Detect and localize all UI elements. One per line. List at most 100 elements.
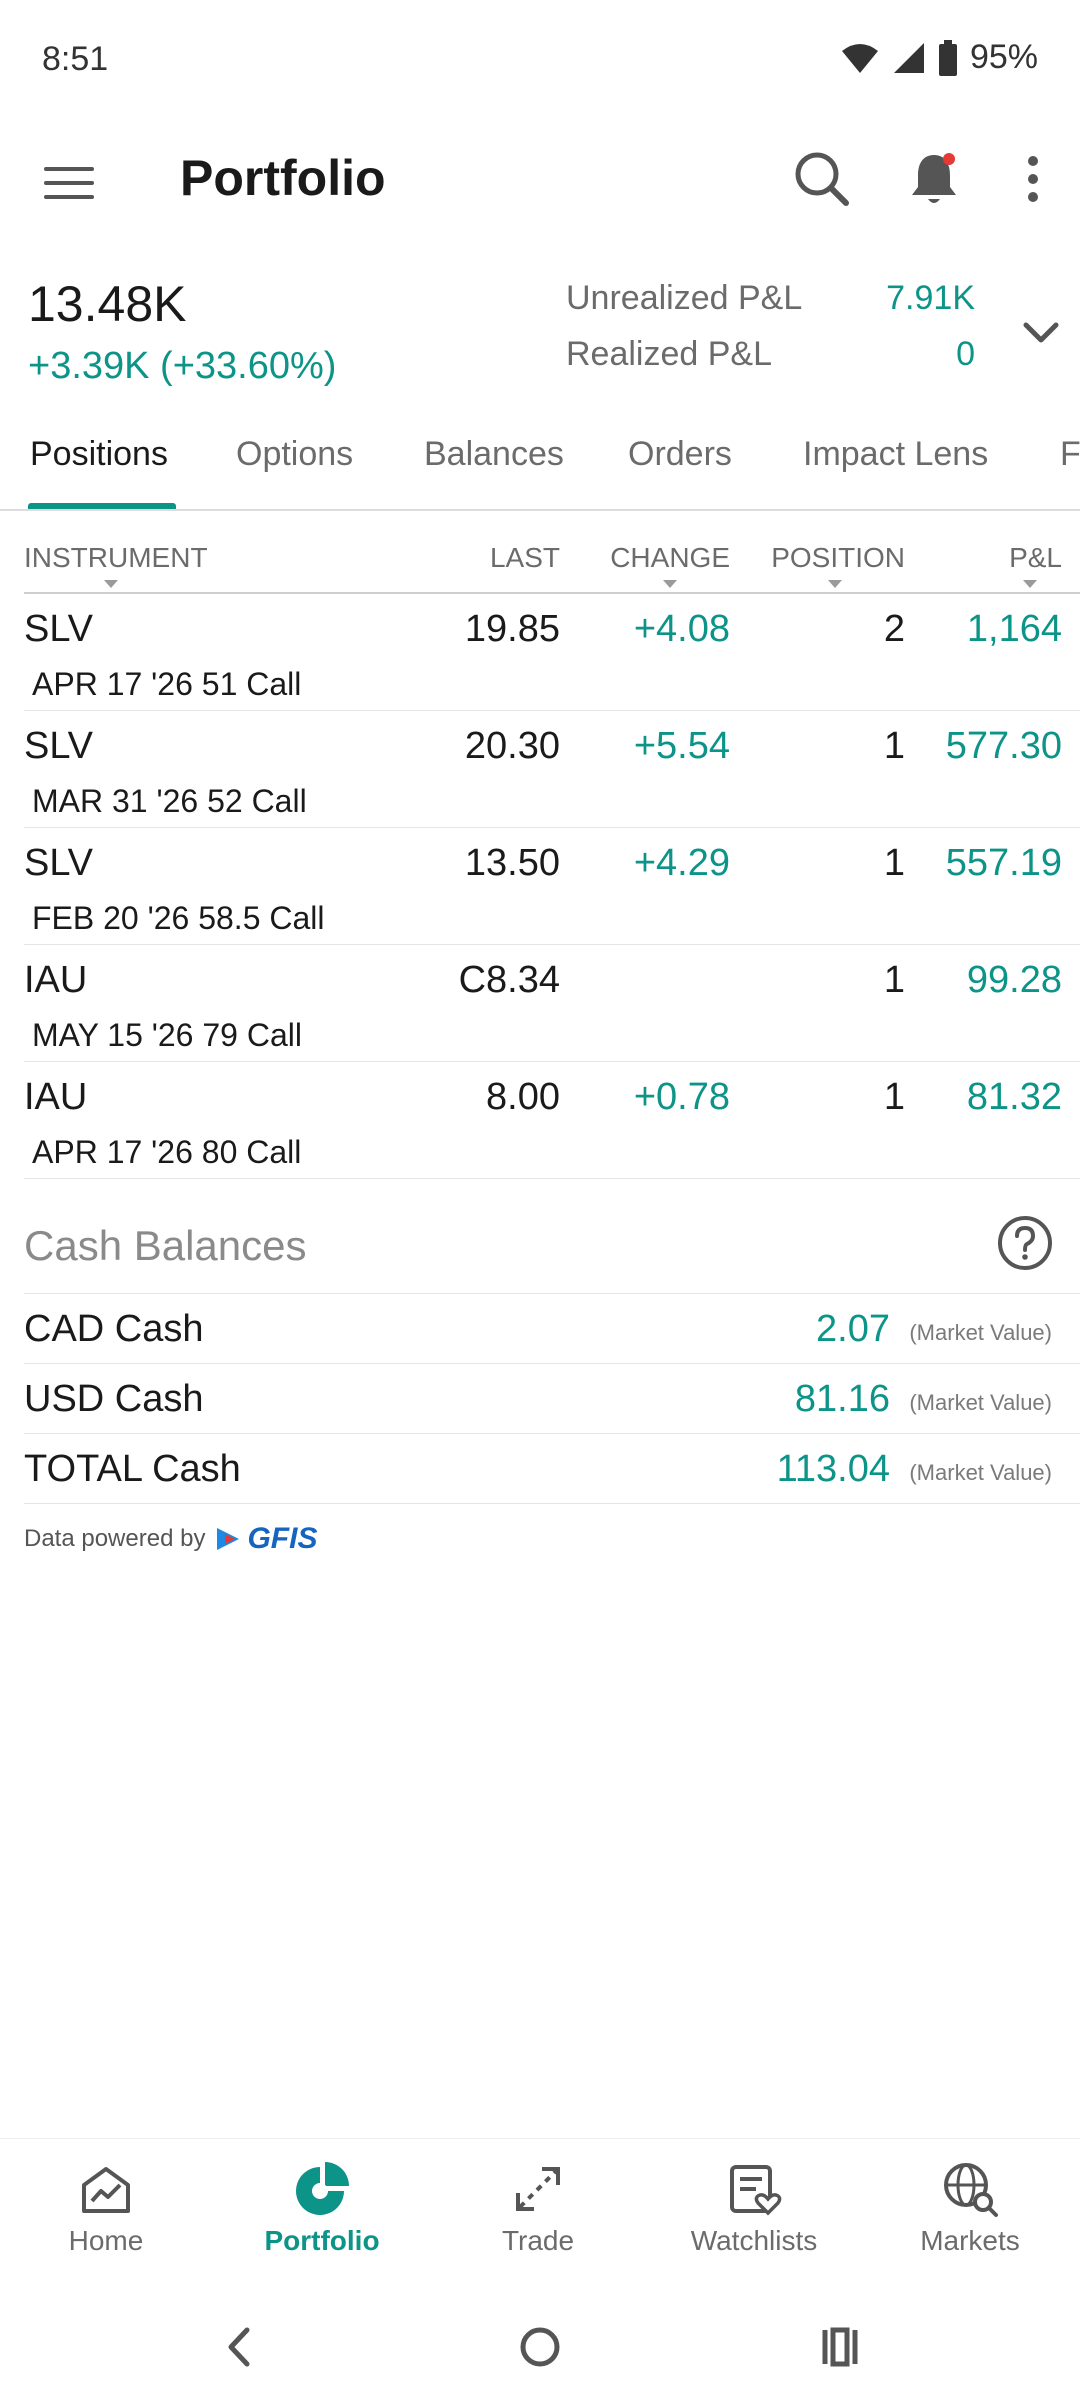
trade-arrows-icon [516, 2167, 560, 2211]
status-time: 8:51 [42, 40, 109, 78]
tab-positions[interactable]: Positions [30, 435, 168, 473]
more-options-button[interactable] [1008, 147, 1058, 211]
gfis-arrow-icon [217, 1528, 240, 1550]
header-change[interactable]: CHANGE [610, 542, 730, 588]
cash-row-cad: CAD Cash 2.07 (Market Value) [24, 1294, 1080, 1364]
notifications-button[interactable] [902, 147, 966, 211]
attribution-text: Data powered by [24, 1525, 206, 1552]
row-pnl: 99.28 [966, 959, 1062, 1001]
globe-search-icon [944, 2163, 998, 2217]
nav-label: Portfolio [264, 2225, 380, 2256]
row-position: 1 [883, 1076, 905, 1118]
header-last-label: LAST [489, 542, 560, 573]
system-home-button[interactable] [505, 2312, 575, 2382]
sort-caret-icon [104, 580, 118, 588]
battery-icon [938, 39, 957, 76]
row-description: MAY 15 '26 79 Call [32, 1017, 302, 1053]
row-last: C8.34 [458, 959, 560, 1001]
row-last: 8.00 [486, 1076, 560, 1118]
table-row[interactable]: IAU C8.34 1 99.28 MAY 15 '26 79 Call [24, 945, 1080, 1062]
help-circle-icon [998, 1216, 1052, 1270]
row-position: 1 [883, 959, 905, 1001]
tab-impact-lens[interactable]: Impact Lens [803, 435, 989, 473]
system-recents-button[interactable] [805, 2312, 875, 2382]
tab-options[interactable]: Options [236, 435, 354, 473]
wifi-icon [841, 43, 878, 73]
sort-caret-icon [1023, 580, 1038, 588]
battery-percent: 95% [969, 38, 1038, 76]
watchlist-icon [730, 2165, 782, 2216]
search-button[interactable] [790, 147, 854, 211]
positions-table: INSTRUMENT LAST CHANGE POSITION P&L SLV … [24, 536, 1080, 1179]
help-button[interactable] [996, 1214, 1054, 1272]
row-change: +4.08 [633, 608, 730, 650]
unrealized-pl-label: Unrealized P&L [566, 279, 803, 317]
row-change: +5.54 [633, 725, 730, 767]
system-back-button[interactable] [205, 2312, 275, 2382]
portfolio-value: 13.48K [28, 276, 187, 332]
cash-label: USD Cash [24, 1378, 204, 1420]
cash-label: CAD Cash [24, 1308, 204, 1350]
header-instrument[interactable]: INSTRUMENT [24, 542, 208, 588]
table-row[interactable]: SLV 20.30 +5.54 1 577.30 MAR 31 '26 52 C… [24, 711, 1080, 828]
header-change-label: CHANGE [610, 542, 730, 573]
status-icons: 95% [840, 38, 1038, 77]
header-pnl[interactable]: P&L [1009, 542, 1062, 588]
nav-label: Watchlists [690, 2225, 818, 2256]
header-pnl-label: P&L [1009, 542, 1062, 573]
table-row[interactable]: IAU 8.00 +0.78 1 81.32 APR 17 '26 80 Cal… [24, 1062, 1080, 1179]
nav-label: Markets [920, 2225, 1020, 2256]
row-position: 2 [883, 608, 905, 650]
header-instrument-label: INSTRUMENT [24, 542, 208, 573]
status-bar: 8:51 95% [0, 0, 1080, 125]
pie-chart-icon [296, 2162, 349, 2215]
gfis-logo[interactable]: GFIS [215, 1522, 317, 1556]
search-icon [795, 152, 849, 206]
row-pnl: 81.32 [966, 1076, 1062, 1118]
row-description: APR 17 '26 51 Call [32, 666, 302, 702]
nav-markets[interactable]: Markets [870, 2159, 1070, 2269]
tab-overflow[interactable]: F [1060, 435, 1080, 473]
nav-watchlists[interactable]: Watchlists [654, 2159, 854, 2269]
market-value-note: (Market Value) [909, 1390, 1052, 1415]
nav-home[interactable]: Home [6, 2159, 206, 2269]
nav-portfolio[interactable]: Portfolio [222, 2159, 422, 2269]
row-pnl: 557.19 [945, 842, 1062, 884]
row-change: +0.78 [633, 1076, 730, 1118]
cell-signal-icon [893, 42, 924, 73]
bottom-navigation: Home Portfolio Trade Watchlists [0, 2138, 1080, 2278]
row-symbol: SLV [24, 842, 94, 884]
hamburger-menu-icon [44, 167, 94, 199]
realized-pl-value: 0 [956, 335, 975, 373]
cash-value: 2.07 [816, 1308, 890, 1350]
cash-value: 81.16 [794, 1378, 890, 1420]
cash-row-usd: USD Cash 81.16 (Market Value) [24, 1364, 1080, 1434]
tab-balances[interactable]: Balances [424, 435, 564, 473]
more-vertical-icon [1028, 156, 1038, 202]
expand-summary-button[interactable] [1016, 313, 1066, 353]
nav-trade[interactable]: Trade [438, 2159, 638, 2269]
bell-icon [912, 153, 956, 203]
header-position[interactable]: POSITION [771, 542, 905, 588]
portfolio-summary: 13.48K +3.39K (+33.60%) Unrealized P&L 7… [0, 265, 1080, 395]
header-last[interactable]: LAST [490, 542, 560, 574]
tab-bar: Positions Options Balances Orders Impact… [0, 425, 1080, 511]
row-last: 19.85 [464, 608, 560, 650]
gfis-logo-text: GFIS [247, 1522, 318, 1555]
menu-button[interactable] [40, 153, 100, 213]
realized-pl-label: Realized P&L [566, 335, 773, 373]
nav-label: Home [68, 2225, 144, 2256]
back-chevron-icon [228, 2327, 250, 2367]
table-row[interactable]: SLV 13.50 +4.29 1 557.19 FEB 20 '26 58.5… [24, 828, 1080, 945]
market-value-note: (Market Value) [909, 1320, 1052, 1345]
data-attribution: Data powered by GFIS [24, 1522, 317, 1556]
table-row[interactable]: SLV 19.85 +4.08 2 1,164 APR 17 '26 51 Ca… [24, 594, 1080, 711]
row-description: APR 17 '26 80 Call [32, 1134, 302, 1170]
recents-icon [822, 2327, 858, 2367]
unrealized-pl-value: 7.91K [886, 279, 975, 317]
home-circle-icon [520, 2327, 560, 2367]
row-symbol: SLV [24, 608, 94, 650]
portfolio-change: +3.39K (+33.60%) [28, 345, 337, 387]
cash-row-total: TOTAL Cash 113.04 (Market Value) [24, 1434, 1080, 1504]
tab-orders[interactable]: Orders [628, 435, 732, 473]
